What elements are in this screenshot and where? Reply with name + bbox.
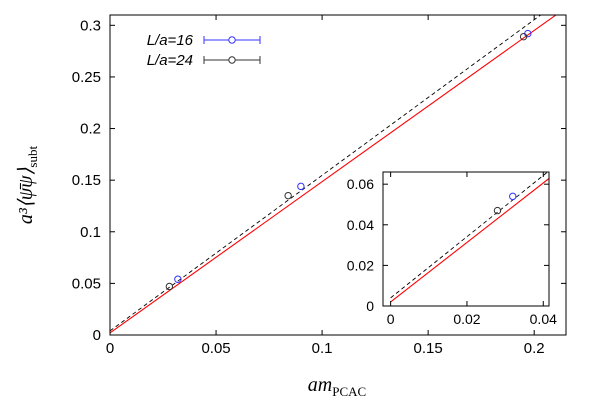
- main-y-tick-label: 0: [93, 327, 101, 344]
- main-point-1-1: [284, 191, 292, 200]
- main-point-1-2: [519, 32, 528, 41]
- inset-y-tick-label: 0: [366, 298, 374, 314]
- inset-y-tick-label: 0.06: [347, 176, 374, 192]
- y-axis-label: a³⟨ψ̄ψ⟩subt: [15, 146, 40, 225]
- legend-label-1: L/a=24: [147, 52, 193, 69]
- inset-plot: 0 0.02 0.04 0 0.02 0.04 0.06: [347, 171, 557, 327]
- main-fit-line-solid: [110, 15, 557, 334]
- inset-point-1-0: [493, 206, 502, 215]
- x-axis-label: amPCAC: [308, 374, 366, 399]
- main-point-0-0: [174, 275, 182, 283]
- main-y-tick-label: 0.3: [80, 17, 101, 34]
- main-series-0: [174, 29, 532, 283]
- inset-point-0-0: [509, 192, 517, 201]
- inset-x-tick-label: 0: [387, 311, 395, 327]
- main-y-tick-label: 0.05: [72, 275, 101, 292]
- main-y-tick-label: 0.15: [72, 172, 101, 189]
- main-x-tick-label: 0: [106, 340, 114, 357]
- main-fits: [110, 15, 557, 334]
- main-frame: [109, 14, 567, 336]
- main-y-tick-label: 0.2: [80, 121, 101, 138]
- legend-label-0: L/a=16: [147, 32, 194, 49]
- main-x-tick-label: 0.2: [524, 340, 545, 357]
- legend-marker-1: [228, 56, 236, 64]
- main-plot: 0 0.05 0.1 0.15 0.2 0 0.05 0.1 0.15 0.2 0.25 0.3: [72, 14, 567, 357]
- inset-series-1: [493, 206, 502, 215]
- main-y-tick-label: 0.1: [80, 224, 101, 241]
- main-x-tick-label: 0.1: [312, 340, 333, 357]
- legend: L/a=16 L/a=24: [147, 32, 261, 69]
- inset-fit-line-dashed: [390, 172, 549, 299]
- main-x-tick-label: 0.05: [201, 340, 230, 357]
- inset-y-tick-label: 0.02: [347, 257, 374, 273]
- main-x-tick-label: 0.15: [414, 340, 443, 357]
- inset-x-tick-label: 0.04: [530, 311, 557, 327]
- main-point-0-1: [297, 182, 305, 191]
- main-point-1-0: [165, 282, 174, 291]
- inset-series-0: [509, 192, 517, 201]
- inset-frame: [382, 171, 550, 307]
- inset-background: [383, 172, 549, 306]
- inset-x-tick-label: 0.02: [453, 311, 480, 327]
- main-fit-line-dashed: [110, 15, 542, 332]
- main-series-1: [165, 32, 528, 291]
- legend-marker-0: [228, 36, 236, 44]
- inset-fits: [390, 172, 549, 303]
- inset-fit-line-solid: [390, 177, 549, 303]
- inset-y-tick-label: 0.04: [347, 217, 374, 233]
- main-y-tick-label: 0.25: [72, 69, 101, 86]
